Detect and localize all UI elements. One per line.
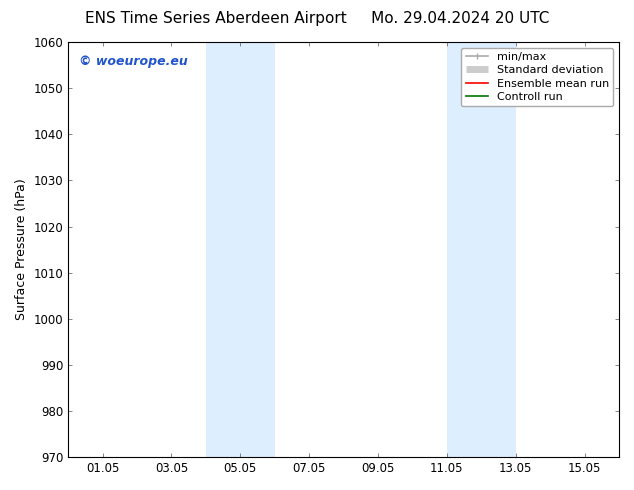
Bar [206,42,275,457]
Legend: min/max, Standard deviation, Ensemble mean run, Controll run: min/max, Standard deviation, Ensemble me… [461,48,614,106]
Text: ENS Time Series Aberdeen Airport     Mo. 29.04.2024 20 UTC: ENS Time Series Aberdeen Airport Mo. 29.… [85,11,549,26]
Y-axis label: Surface Pressure (hPa): Surface Pressure (hPa) [15,179,28,320]
Text: © woeurope.eu: © woeurope.eu [79,54,188,68]
Bar [447,42,515,457]
